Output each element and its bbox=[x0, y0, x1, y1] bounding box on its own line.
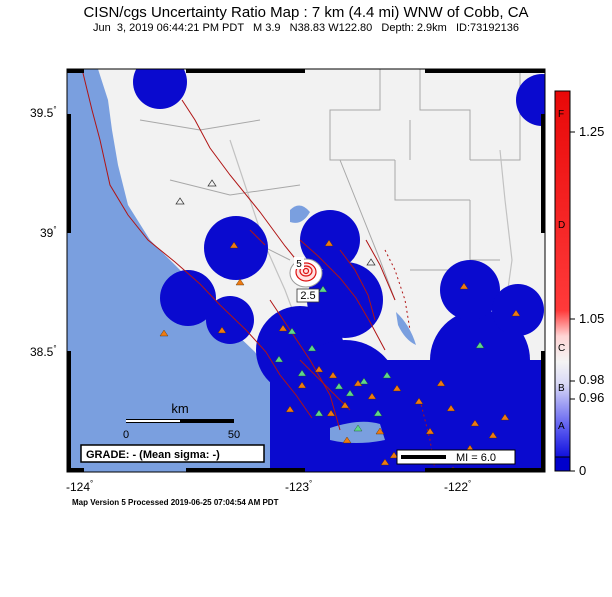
colorbar-grade: F bbox=[558, 109, 565, 120]
stations-green bbox=[274, 285, 485, 432]
lon-label-text: -123 bbox=[285, 480, 310, 494]
boundaries bbox=[139, 69, 521, 301]
event-info: Jun 3, 2019 06:44:21 PM PDT M 3.9 N38.83… bbox=[93, 22, 519, 34]
grade-text: GRADE: - (Mean sigma: -) bbox=[86, 449, 220, 461]
colorbar-tick: 1.25 bbox=[579, 124, 605, 139]
lon-label-123: -123° bbox=[285, 479, 313, 494]
colorbar-tick: 0 bbox=[579, 463, 587, 478]
stations-white bbox=[175, 179, 376, 266]
lon-label-text: -122 bbox=[444, 480, 469, 494]
grade-box: GRADE: - (Mean sigma: -) bbox=[80, 444, 265, 463]
lon-label-122: -122° bbox=[444, 479, 472, 494]
lat-label-39.5: 39.5° bbox=[30, 105, 57, 120]
scale-end: 50 bbox=[228, 429, 240, 441]
lake bbox=[290, 205, 310, 223]
colorbar-tick: 0.96 bbox=[579, 390, 605, 405]
map-version: Map Version 5 Processed 2019-06-25 07:04… bbox=[72, 498, 279, 507]
station-coverage bbox=[133, 69, 545, 472]
colorbar-grade: A bbox=[558, 421, 565, 432]
colorbar-grade: D bbox=[558, 220, 566, 231]
contour-label-inner: 5 bbox=[296, 259, 302, 270]
lat-label-text: 39 bbox=[40, 226, 54, 240]
scale-start: 0 bbox=[123, 429, 129, 441]
colorbar-grade: B bbox=[558, 383, 565, 394]
map-title: CISN/cgs Uncertainty Ratio Map : 7 km (4… bbox=[83, 4, 529, 21]
colorbar-tick: 0.98 bbox=[579, 372, 605, 387]
colorbar bbox=[554, 90, 575, 472]
mi-text: MI = 6.0 bbox=[456, 452, 496, 464]
colorbar-tick: 1.05 bbox=[579, 311, 605, 326]
scale-bar: km 0 50 bbox=[123, 401, 240, 441]
scale-unit: km bbox=[171, 401, 188, 416]
fault-lines bbox=[81, 69, 396, 431]
bay bbox=[396, 312, 416, 345]
mi-legend: MI = 6.0 bbox=[396, 449, 516, 465]
lon-label-124: -124° bbox=[66, 479, 94, 494]
map-frame bbox=[66, 68, 546, 473]
colorbar-grade: C bbox=[558, 343, 566, 354]
contour-label-box bbox=[296, 288, 320, 303]
sf-bay bbox=[330, 421, 385, 443]
lat-label-38.5: 38.5° bbox=[30, 344, 57, 359]
contour-label-inner-box bbox=[294, 257, 304, 269]
lat-label-text: 39.5 bbox=[30, 106, 54, 120]
lat-label-39: 39° bbox=[40, 225, 57, 240]
lon-label-text: -124 bbox=[66, 480, 91, 494]
map-area bbox=[67, 69, 545, 472]
contour-label-outer: 2.5 bbox=[300, 290, 315, 302]
lat-label-text: 38.5 bbox=[30, 345, 54, 359]
